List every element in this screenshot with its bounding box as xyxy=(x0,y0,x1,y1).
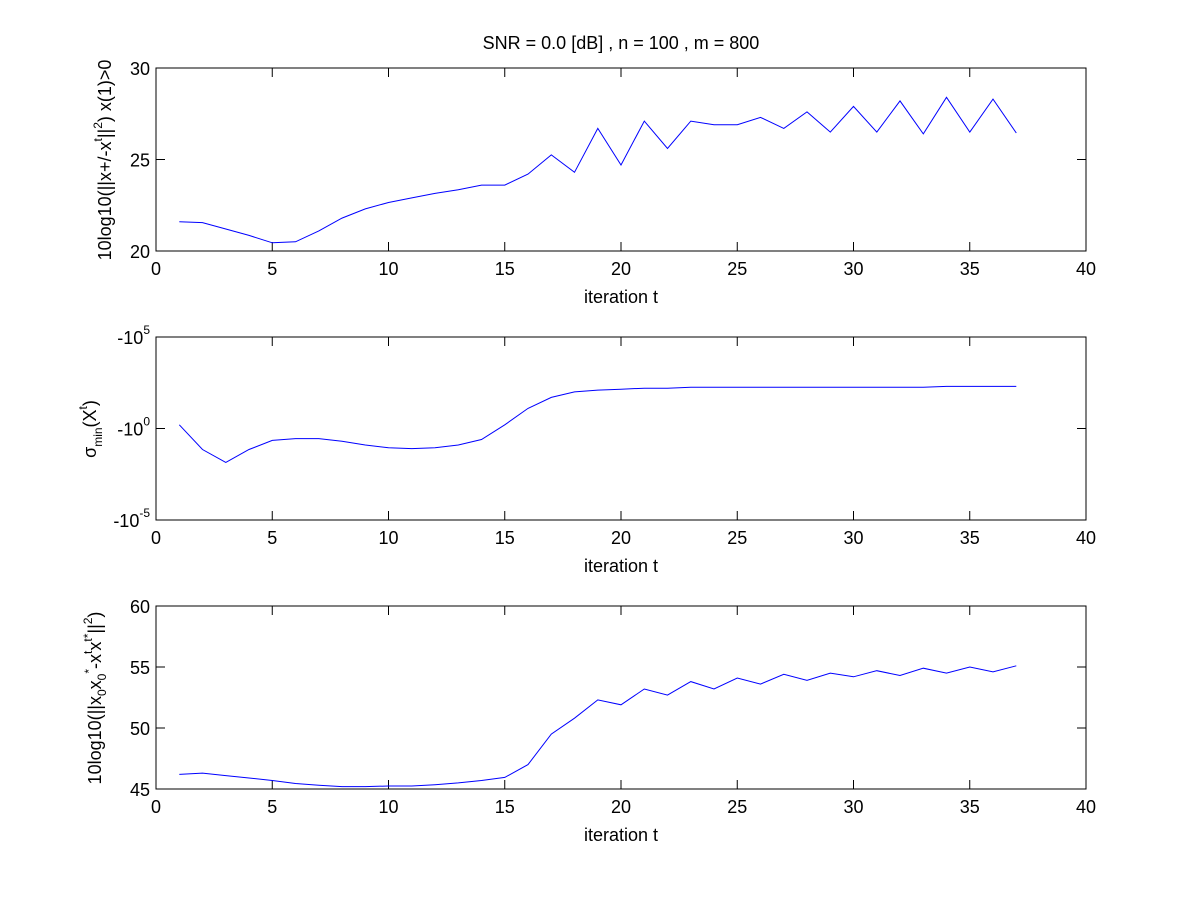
figure-title: SNR = 0.0 [dB] , n = 100 , m = 800 xyxy=(483,33,760,53)
x-tick-label: 25 xyxy=(727,528,747,548)
x-tick-label: 10 xyxy=(378,528,398,548)
y-tick-label: -100 xyxy=(117,415,150,440)
y-tick-label: -10-5 xyxy=(113,506,150,531)
x-tick-label: 40 xyxy=(1076,797,1096,817)
x-tick-label: 30 xyxy=(843,259,863,279)
subplot-3-frame xyxy=(155,605,1087,790)
subplot-2-x-axis-label: iteration t xyxy=(584,556,658,576)
subplot-2-x-ticks: 0 5 10 15 20 25 30 35 40 xyxy=(151,337,1096,548)
x-tick-label: 20 xyxy=(611,797,631,817)
x-tick-label: 35 xyxy=(960,797,980,817)
subplot-2-series-line xyxy=(178,385,1017,463)
y-tick-label: 45 xyxy=(130,780,150,800)
subplot-3-x-axis-label: iteration t xyxy=(584,825,658,845)
y-tick-label: -105 xyxy=(117,323,150,348)
x-tick-label: 40 xyxy=(1076,259,1096,279)
y-tick-label: 30 xyxy=(130,59,150,79)
subplot-3-x-ticks: 0 5 10 15 20 25 30 35 40 xyxy=(151,606,1096,817)
subplot-1: 0 5 10 15 20 25 30 35 40 20 25 30 iteration t 10lo… xyxy=(91,59,1096,307)
y-tick-label: 60 xyxy=(130,597,150,617)
subplot-2: 0 5 10 15 20 25 30 35 40 -10-5 -100 -105 iteration… xyxy=(76,323,1096,576)
x-tick-label: 5 xyxy=(267,797,277,817)
subplot-1-series-line xyxy=(179,96,1017,244)
x-tick-label: 0 xyxy=(151,259,161,279)
x-tick-label: 5 xyxy=(267,528,277,548)
subplot-1-frame xyxy=(155,67,1087,252)
x-tick-label: 25 xyxy=(727,797,747,817)
x-tick-label: 35 xyxy=(960,259,980,279)
subplot-3-series-line xyxy=(179,665,1017,788)
x-tick-label: 5 xyxy=(267,259,277,279)
x-tick-label: 30 xyxy=(843,797,863,817)
subplot-1-x-ticks: 0 5 10 15 20 25 30 35 40 xyxy=(151,68,1096,279)
subplot-2-y-ticks: -10-5 -100 -105 xyxy=(113,323,1086,531)
subplot-1-y-axis-label: 10log10(||x+/-xt||2) x(1)>0 xyxy=(91,60,115,261)
x-tick-label: 10 xyxy=(378,797,398,817)
y-tick-label: 25 xyxy=(130,151,150,171)
x-tick-label: 35 xyxy=(960,528,980,548)
subplot-1-y-ticks: 20 25 30 xyxy=(130,59,1086,262)
subplot-3: 0 5 10 15 20 25 30 35 40 45 50 55 60 iteration t 10… xyxy=(81,597,1096,845)
x-tick-label: 40 xyxy=(1076,528,1096,548)
x-tick-label: 30 xyxy=(843,528,863,548)
x-tick-label: 15 xyxy=(495,797,515,817)
x-tick-label: 20 xyxy=(611,259,631,279)
x-tick-label: 0 xyxy=(151,528,161,548)
x-tick-label: 25 xyxy=(727,259,747,279)
subplot-3-y-ticks: 45 50 55 60 xyxy=(130,597,1086,800)
x-tick-label: 0 xyxy=(151,797,161,817)
y-tick-label: 55 xyxy=(130,658,150,678)
y-tick-label: 50 xyxy=(130,719,150,739)
x-tick-label: 15 xyxy=(495,259,515,279)
subplot-2-y-axis-label: σmin(Xt) xyxy=(76,400,105,458)
subplot-1-x-axis-label: iteration t xyxy=(584,287,658,307)
x-tick-label: 20 xyxy=(611,528,631,548)
subplot-3-y-axis-label: 10log10(||x0x0*-xtxt*||2) xyxy=(81,612,109,785)
x-tick-label: 10 xyxy=(378,259,398,279)
y-tick-label: 20 xyxy=(130,242,150,262)
subplot-2-frame xyxy=(155,336,1087,521)
x-tick-label: 15 xyxy=(495,528,515,548)
